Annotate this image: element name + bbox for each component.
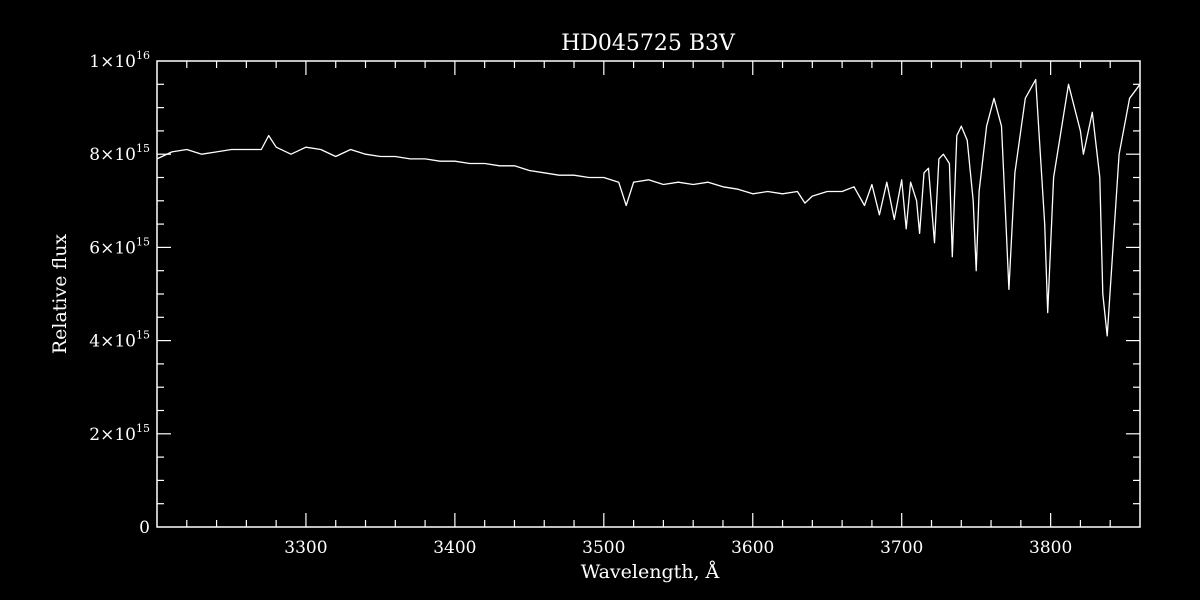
x-tick-label: 3500	[582, 538, 625, 558]
x-tick-label: 3800	[1029, 538, 1072, 558]
x-tick-labels: 3300 3400 3500 3600 3700 3800	[284, 538, 1072, 558]
y-tick-label: 6×1015	[89, 235, 150, 258]
x-tick-label: 3400	[433, 538, 476, 558]
y-tick-label: 4×1015	[89, 329, 150, 352]
y-tick-label: 0	[139, 518, 150, 538]
x-tick-label: 3700	[880, 538, 923, 558]
x-axis-label: Wavelength, Å	[581, 561, 720, 583]
y-tick-label: 8×1015	[89, 142, 150, 165]
y-axis-label: Relative flux	[49, 234, 71, 355]
chart-title: HD045725 B3V	[561, 31, 736, 56]
x-tick-label: 3600	[731, 538, 774, 558]
plot-frame	[156, 60, 1141, 528]
x-tick-label: 3300	[284, 538, 327, 558]
spectrum-line	[156, 78, 1141, 337]
y-tick-labels: 0 2×1015 4×1015 6×1015 8×1015 1×1016	[89, 49, 150, 538]
axis-ticks	[157, 61, 1140, 527]
y-tick-label: 1×1016	[89, 49, 150, 72]
y-tick-label: 2×1015	[89, 422, 150, 445]
